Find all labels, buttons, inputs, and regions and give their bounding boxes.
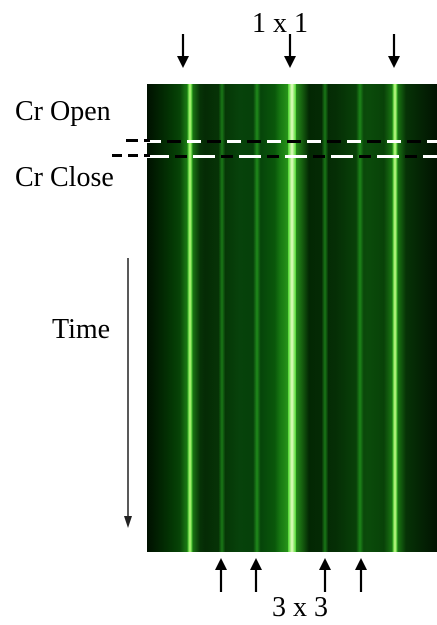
arrow-up-icon-1 bbox=[215, 558, 227, 592]
top-label: 1 x 1 bbox=[252, 8, 308, 39]
stripe-dim-4 bbox=[356, 84, 364, 552]
close-label: Cr Close bbox=[15, 162, 114, 193]
stripe-pattern bbox=[147, 84, 437, 552]
stripe-dim-3 bbox=[322, 84, 329, 552]
bottom-label: 3 x 3 bbox=[272, 592, 328, 623]
stripe-right bbox=[392, 84, 398, 552]
arrow-down-icon-center bbox=[284, 34, 296, 68]
time-axis-arrow bbox=[124, 258, 132, 528]
arrow-up-icon-4 bbox=[355, 558, 367, 592]
close-line-extension bbox=[112, 154, 150, 157]
arrow-down-icon-left bbox=[177, 34, 189, 68]
arrow-down-icon-right bbox=[388, 34, 400, 68]
open-dashed-line bbox=[147, 140, 437, 143]
stripe-left bbox=[187, 84, 193, 552]
open-line-extension bbox=[126, 139, 150, 142]
stripe-center bbox=[288, 84, 296, 552]
stripe-dim-1 bbox=[219, 84, 226, 552]
stripe-dim-2 bbox=[253, 84, 261, 552]
arrow-up-icon-2 bbox=[250, 558, 262, 592]
open-label: Cr Open bbox=[15, 96, 111, 127]
arrow-up-icon-3 bbox=[319, 558, 331, 592]
close-dashed-line bbox=[147, 155, 437, 158]
time-label: Time bbox=[52, 314, 111, 345]
